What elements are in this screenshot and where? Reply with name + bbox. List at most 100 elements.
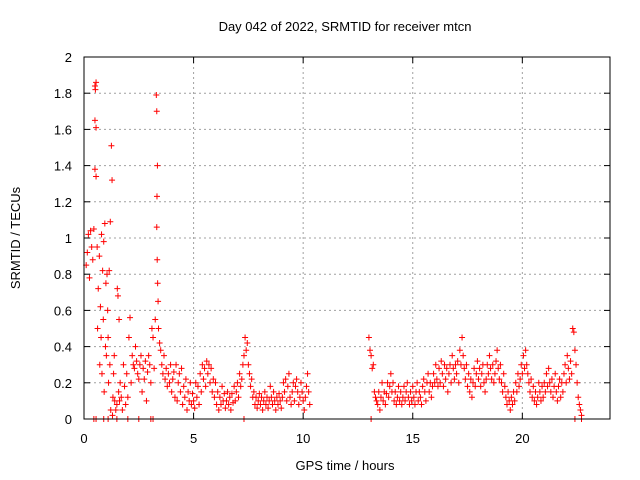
data-point <box>476 365 483 372</box>
data-point <box>393 401 400 408</box>
data-point <box>387 370 394 377</box>
data-point <box>269 401 276 408</box>
data-point <box>150 334 157 341</box>
data-point <box>188 401 195 408</box>
data-point <box>96 253 103 260</box>
data-point <box>113 401 120 408</box>
data-point <box>550 394 557 401</box>
data-point <box>283 397 290 404</box>
data-point <box>547 388 554 395</box>
data-point <box>89 256 96 263</box>
data-point <box>463 361 470 368</box>
data-point <box>528 376 535 383</box>
data-point <box>480 379 487 386</box>
data-point <box>273 394 280 401</box>
x-tick-label: 20 <box>515 431 529 446</box>
data-point <box>524 370 531 377</box>
data-point <box>555 383 562 390</box>
data-point <box>97 303 104 310</box>
data-point <box>556 376 563 383</box>
data-point <box>530 383 537 390</box>
data-point <box>442 376 449 383</box>
data-point <box>260 397 267 404</box>
data-point <box>240 352 247 359</box>
data-point <box>257 401 264 408</box>
data-point <box>565 365 572 372</box>
data-point <box>221 390 228 397</box>
data-point <box>187 379 194 386</box>
data-point <box>204 370 211 377</box>
data-point <box>508 394 515 401</box>
data-point <box>261 388 268 395</box>
data-point <box>234 379 241 386</box>
data-point <box>397 388 404 395</box>
data-point <box>177 388 184 395</box>
data-point <box>96 361 103 368</box>
data-point <box>376 406 383 413</box>
data-point <box>210 376 217 383</box>
data-point <box>122 401 129 408</box>
data-point <box>272 406 279 413</box>
data-point <box>217 401 224 408</box>
data-point <box>201 365 208 372</box>
data-point <box>571 347 578 354</box>
data-point <box>405 394 412 401</box>
data-point <box>369 365 376 372</box>
data-point <box>202 383 209 390</box>
data-point <box>215 406 222 413</box>
data-point <box>576 401 583 408</box>
data-point <box>425 370 432 377</box>
data-point <box>170 368 177 375</box>
data-point <box>533 401 540 408</box>
data-point <box>136 361 143 368</box>
data-point <box>471 365 478 372</box>
data-point <box>208 365 215 372</box>
data-point <box>511 397 518 404</box>
data-point <box>243 347 250 354</box>
data-point <box>466 388 473 395</box>
data-point <box>104 271 111 278</box>
data-point <box>517 376 524 383</box>
data-point <box>165 370 172 377</box>
data-point <box>498 379 505 386</box>
data-point <box>203 358 210 365</box>
x-axis-label: GPS time / hours <box>296 458 395 473</box>
data-point <box>93 124 100 131</box>
data-point <box>467 376 474 383</box>
data-point <box>124 394 131 401</box>
data-point <box>282 376 289 383</box>
data-point <box>112 406 119 413</box>
data-point <box>205 361 212 368</box>
data-point <box>159 370 166 377</box>
data-point <box>212 379 219 386</box>
data-point <box>180 383 187 390</box>
data-point <box>292 383 299 390</box>
data-point <box>85 231 92 238</box>
chart-title: Day 042 of 2022, SRMTID for receiver mtc… <box>219 19 472 34</box>
data-point <box>148 325 155 332</box>
data-point <box>543 370 550 377</box>
data-point <box>127 314 134 321</box>
data-point <box>242 334 249 341</box>
x-tick-label: 5 <box>190 431 197 446</box>
data-point <box>449 352 456 359</box>
data-point <box>135 376 142 383</box>
data-point <box>370 361 377 368</box>
data-point <box>139 388 146 395</box>
data-point <box>90 225 97 232</box>
data-point <box>546 379 553 386</box>
data-point <box>158 361 165 368</box>
data-point <box>455 379 462 386</box>
data-point <box>499 388 506 395</box>
data-point <box>544 383 551 390</box>
data-point <box>94 244 101 251</box>
data-point <box>245 361 252 368</box>
data-point <box>566 376 573 383</box>
data-point <box>255 397 262 404</box>
data-point <box>190 397 197 404</box>
y-tick-label: 1.4 <box>54 159 72 174</box>
data-point <box>453 370 460 377</box>
data-point <box>306 401 313 408</box>
data-point <box>169 376 176 383</box>
